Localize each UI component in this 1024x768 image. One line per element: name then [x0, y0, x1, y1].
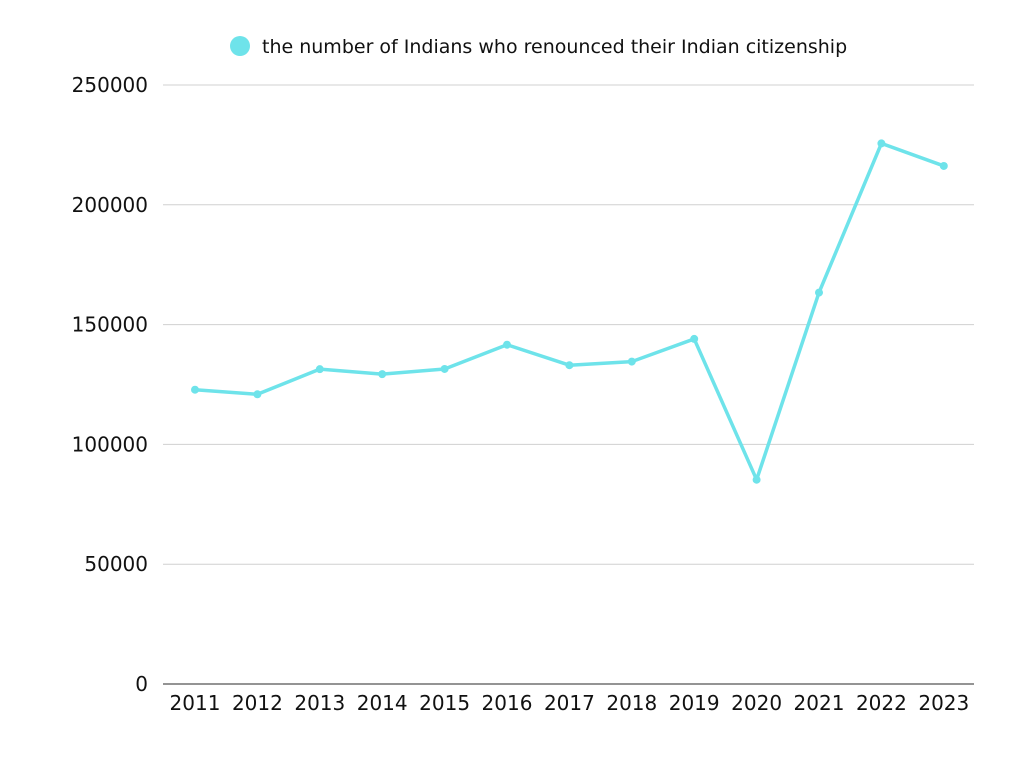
- data-point: [939, 161, 948, 170]
- x-tick-label: 2019: [669, 691, 720, 715]
- y-tick-label: 200000: [72, 193, 148, 217]
- data-point: [440, 364, 449, 373]
- y-tick-label: 250000: [72, 73, 148, 97]
- data-point: [315, 365, 324, 374]
- legend: the number of Indians who renounced thei…: [230, 36, 847, 58]
- x-tick-label: 2018: [606, 691, 657, 715]
- y-tick-label: 0: [135, 672, 148, 696]
- data-point: [565, 361, 574, 370]
- data-point: [815, 288, 823, 297]
- legend-label: the number of Indians who renounced thei…: [262, 36, 847, 58]
- data-point: [752, 475, 761, 484]
- data-point: [253, 390, 262, 399]
- data-point: [503, 340, 511, 349]
- x-tick-label: 2014: [357, 691, 408, 715]
- x-axis: 2011 2012 2013 2014 2015 2016 2017 2018 2019 2020…: [170, 691, 970, 715]
- series-line: [193, 141, 946, 482]
- data-point: [877, 139, 886, 148]
- data-point: [378, 370, 387, 379]
- x-tick-label: 2013: [294, 691, 345, 715]
- x-tick-label: 2015: [419, 691, 470, 715]
- y-axis: 0 50000 100000 150000 200000 250000: [72, 73, 148, 696]
- x-tick-label: 2020: [731, 691, 782, 715]
- x-tick-label: 2012: [232, 691, 283, 715]
- x-tick-label: 2023: [918, 691, 969, 715]
- gridlines: [163, 84, 974, 685]
- data-point: [690, 334, 699, 343]
- x-tick-label: 2021: [794, 691, 845, 715]
- legend-marker: [230, 36, 250, 56]
- series-group: [191, 139, 948, 484]
- data-point: [627, 357, 636, 366]
- data-point: [191, 385, 199, 394]
- x-tick-label: 2017: [544, 691, 595, 715]
- y-tick-label: 150000: [72, 313, 148, 337]
- y-tick-label: 50000: [84, 552, 148, 576]
- x-tick-label: 2022: [856, 691, 907, 715]
- x-tick-label: 2011: [170, 691, 221, 715]
- x-tick-label: 2016: [482, 691, 533, 715]
- y-tick-label: 100000: [72, 432, 148, 456]
